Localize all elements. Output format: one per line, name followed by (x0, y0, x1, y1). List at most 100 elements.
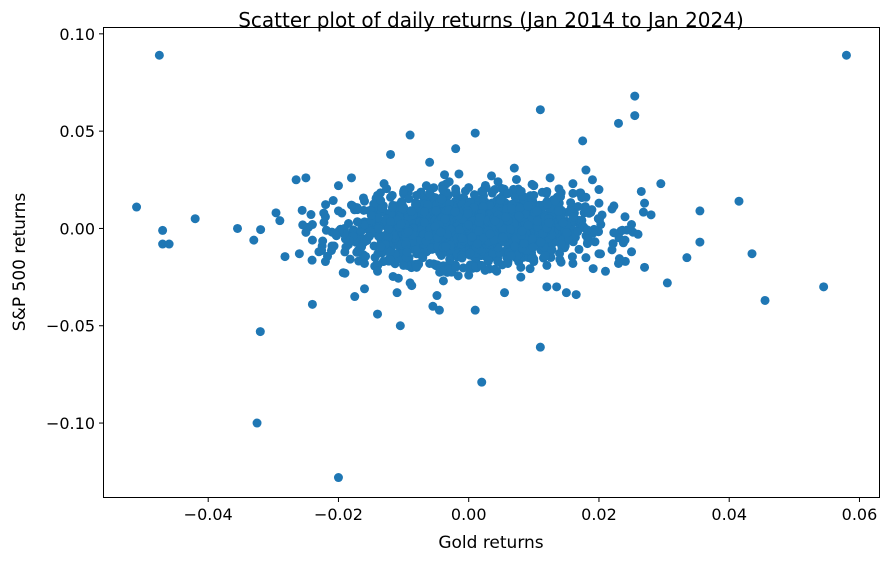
scatter-point-core (582, 225, 592, 235)
scatter-point-core (469, 190, 479, 200)
scatter-point-core (345, 254, 355, 264)
scatter-point (571, 290, 581, 300)
scatter-point (535, 105, 545, 115)
scatter-point (320, 257, 330, 267)
scatter-point (346, 200, 356, 210)
scatter-point (307, 299, 317, 309)
scatter-point-core (330, 229, 340, 239)
scatter-point-core (457, 253, 467, 263)
scatter-point (487, 171, 496, 181)
scatter-point-core (430, 222, 440, 232)
scatter-point (425, 258, 435, 268)
scatter-point-core (474, 226, 484, 236)
scatter-point (249, 235, 259, 245)
scatter-point (636, 186, 646, 196)
scatter-point-core (377, 203, 387, 213)
scatter-point-core (328, 196, 338, 206)
scatter-point (386, 192, 396, 202)
scatter-point (412, 262, 422, 272)
scatter-point-core (567, 252, 577, 262)
scatter-point-core (457, 233, 467, 243)
scatter-point (346, 173, 356, 183)
scatter-point-core (581, 204, 591, 214)
scatter-point (662, 278, 672, 288)
scatter-point (656, 179, 666, 189)
scatter-point-core (352, 247, 362, 257)
scatter-point (594, 249, 604, 259)
x-axis-ticks: −0.04 −0.02 0.00 0.02 0.04 0.06 (184, 497, 877, 524)
scatter-point (568, 188, 578, 198)
scatter-point (529, 181, 539, 191)
scatter-point (373, 190, 383, 200)
scatter-point-core (562, 228, 572, 238)
scatter-point (516, 186, 526, 196)
scatter-point-core (547, 245, 557, 255)
x-tick-label: −0.02 (314, 505, 363, 524)
y-tick-label: −0.10 (46, 414, 95, 433)
scatter-point (587, 175, 597, 185)
scatter-point (542, 260, 552, 270)
x-tick-label: 0.04 (711, 505, 747, 524)
scatter-point (490, 264, 500, 274)
scatter-point-core (490, 216, 500, 226)
scatter-point (545, 173, 555, 183)
scatter-point (646, 210, 656, 220)
scatter-point (190, 214, 200, 224)
chart-title: Scatter plot of daily returns (Jan 2014 … (238, 8, 744, 32)
scatter-point (158, 225, 168, 235)
scatter-point-core (450, 207, 460, 217)
scatter-point (555, 255, 565, 265)
scatter-point-core (307, 255, 317, 265)
scatter-point (470, 128, 480, 138)
scatter-point (640, 198, 650, 208)
scatter-point (373, 309, 383, 319)
scatter-point-core (420, 218, 430, 228)
scatter-point-core (588, 264, 598, 274)
x-tick-label: 0.02 (581, 505, 617, 524)
scatter-point-core (373, 249, 383, 259)
scatter-point-core (360, 220, 370, 230)
scatter-point-core (505, 224, 515, 234)
scatter-point (301, 227, 311, 237)
scatter-point (633, 229, 643, 239)
scatter-point-core (542, 199, 552, 209)
scatter-point (412, 190, 422, 200)
scatter-point (425, 157, 435, 167)
scatter-point (819, 282, 829, 292)
scatter-point-core (280, 252, 290, 262)
scatter-point-core (590, 237, 600, 247)
scatter-point-core (582, 239, 592, 249)
scatter-point-core (515, 203, 525, 213)
scatter-point (503, 188, 513, 198)
scatter-point-core (420, 207, 430, 217)
scatter-point-core (436, 227, 446, 237)
scatter-point (529, 190, 539, 200)
scatter-point-core (540, 251, 550, 261)
y-tick-label: 0.00 (59, 219, 95, 238)
scatter-point-core (374, 224, 384, 234)
scatter-point-core (467, 232, 477, 242)
scatter-point (509, 163, 519, 173)
scatter-point-core (528, 242, 538, 252)
scatter-point (454, 169, 464, 179)
scatter-point-core (519, 239, 529, 249)
scatter-point-core (352, 217, 362, 227)
scatter-point (529, 257, 539, 267)
scatter-point-core (348, 225, 358, 235)
scatter-point (542, 186, 552, 196)
scatter-point (379, 179, 389, 189)
scatter-point (627, 247, 637, 257)
scatter-point (555, 190, 565, 200)
scatter-point-core (485, 229, 495, 239)
scatter-point (734, 196, 744, 206)
scatter-point-core (411, 245, 421, 255)
scatter-point-core (398, 204, 408, 214)
scatter-point-core (523, 201, 533, 211)
y-axis-label: S&P 500 returns (10, 193, 30, 332)
scatter-point-core (553, 206, 563, 216)
scatter-point (620, 212, 630, 222)
scatter-point-core (517, 226, 527, 236)
scatter-point-core (318, 236, 328, 246)
scatter-point (333, 181, 343, 191)
